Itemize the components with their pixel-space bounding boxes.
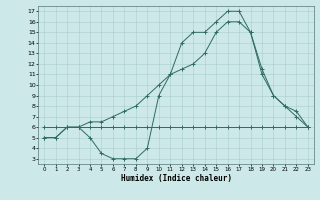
X-axis label: Humidex (Indice chaleur): Humidex (Indice chaleur)	[121, 174, 231, 183]
